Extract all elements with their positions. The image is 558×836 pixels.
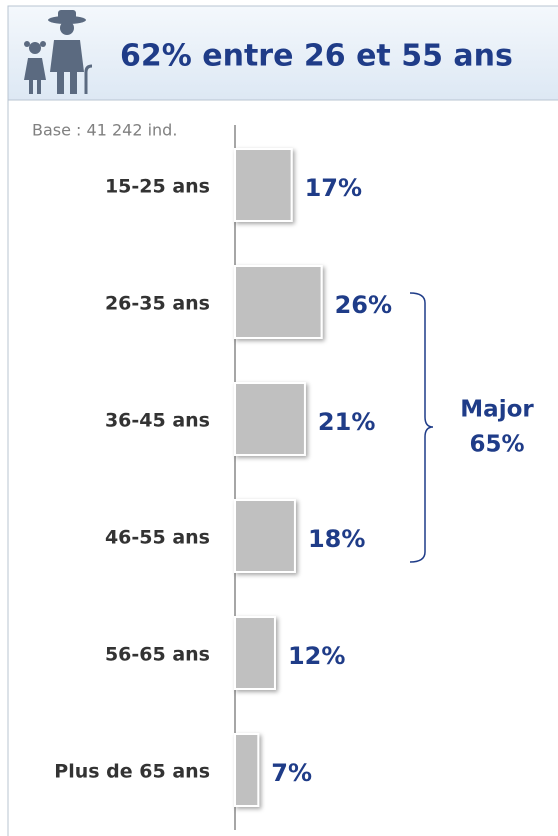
category-label: 46-55 ans: [105, 527, 210, 549]
category-label: 56-65 ans: [105, 644, 210, 666]
category-label: 15-25 ans: [105, 176, 210, 198]
bar: [234, 148, 293, 222]
header-band: [7, 5, 558, 101]
category-label: 26-35 ans: [105, 293, 210, 315]
annotation: 65%: [469, 432, 524, 458]
bar: [234, 616, 276, 690]
value-label: 7%: [271, 759, 312, 787]
annotation: Major: [460, 397, 534, 423]
category-label: 36-45 ans: [105, 410, 210, 432]
value-label: 17%: [305, 174, 362, 202]
value-label: 21%: [318, 408, 375, 436]
bar: [234, 499, 296, 573]
value-label: 18%: [308, 525, 365, 553]
value-label: 12%: [288, 642, 345, 670]
brace: [409, 292, 434, 563]
people-icon: [24, 10, 93, 94]
bar: [234, 382, 306, 456]
bar: [234, 265, 323, 339]
category-label: Plus de 65 ans: [54, 761, 210, 783]
value-label: 26%: [335, 291, 392, 319]
bar: [234, 733, 260, 807]
chart-title: 62% entre 26 et 55 ans: [120, 39, 513, 74]
subtitle: Base : 41 242 ind.: [32, 121, 177, 140]
